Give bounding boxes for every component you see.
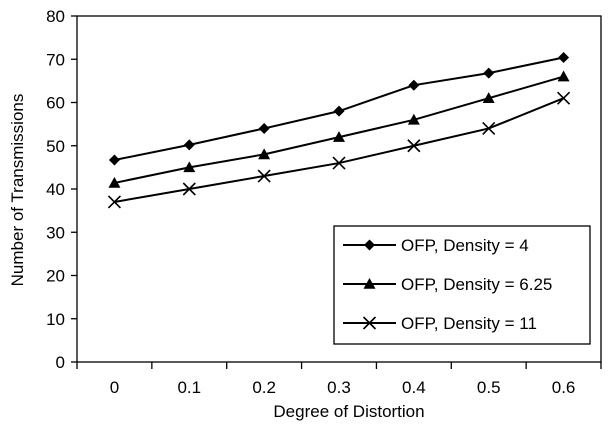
- y-tick-label: 20: [46, 267, 65, 286]
- data-point: [557, 70, 570, 82]
- x-tick-label: 0.3: [327, 378, 351, 397]
- series-1: [108, 52, 570, 166]
- legend-item: OFP, Density = 11: [343, 314, 537, 333]
- series-3: [107, 91, 571, 209]
- y-axis: 0 10 20 30 40 50 60 70 80: [46, 7, 77, 372]
- legend-label: OFP, Density = 11: [401, 314, 537, 333]
- data-point: [183, 139, 195, 151]
- legend-item: OFP, Density = 4: [343, 236, 529, 255]
- x-axis-title: Degree of Distortion: [273, 402, 424, 421]
- data-point: [407, 113, 420, 125]
- y-axis-title: Number of Transmissions: [8, 94, 27, 287]
- y-tick-label: 70: [46, 50, 65, 69]
- data-point: [483, 67, 495, 79]
- data-point: [333, 105, 345, 117]
- data-point: [258, 122, 270, 134]
- data-point: [558, 52, 570, 64]
- data-point: [108, 154, 120, 166]
- data-point: [407, 139, 421, 153]
- legend-marker: [363, 278, 376, 289]
- series-line: [114, 75, 564, 184]
- data-point: [333, 131, 345, 142]
- data-point: [482, 121, 496, 136]
- x-tick-label: 0.1: [177, 378, 201, 397]
- data-point: [183, 161, 196, 173]
- data-point: [258, 148, 271, 160]
- x-axis: 0 0.1 0.2 0.3 0.4 0.5 0.6: [76, 362, 602, 397]
- legend-marker: [362, 316, 377, 330]
- legend-label: OFP, Density = 6.25: [401, 275, 552, 294]
- legend-label: OFP, Density = 4: [401, 236, 529, 255]
- series-layer: [107, 52, 571, 209]
- data-point: [257, 169, 271, 183]
- legend-item: OFP, Density = 6.25: [343, 275, 552, 294]
- y-tick-label: 50: [46, 137, 65, 156]
- y-tick-label: 30: [46, 223, 65, 242]
- data-point: [557, 91, 571, 105]
- x-tick-label: 0.5: [477, 378, 501, 397]
- x-tick-label: 0.4: [402, 378, 426, 397]
- x-tick-label: 0.2: [252, 378, 276, 397]
- y-tick-label: 10: [46, 310, 65, 329]
- data-point: [482, 92, 495, 103]
- data-point: [408, 79, 420, 91]
- y-tick-label: 0: [56, 353, 65, 372]
- y-tick-label: 60: [46, 94, 65, 113]
- legend-marker: [364, 239, 375, 251]
- data-point: [107, 195, 121, 209]
- x-tick-label: 0: [110, 378, 119, 397]
- data-point: [182, 182, 196, 196]
- x-tick-label: 0.6: [552, 378, 576, 397]
- data-point: [108, 176, 121, 188]
- legend: OFP, Density = 4 OFP, Density = 6.25 OFP, …: [333, 225, 591, 345]
- data-point: [332, 156, 346, 170]
- y-tick-label: 80: [46, 7, 65, 26]
- series-2: [108, 70, 570, 188]
- y-tick-label: 40: [46, 180, 65, 199]
